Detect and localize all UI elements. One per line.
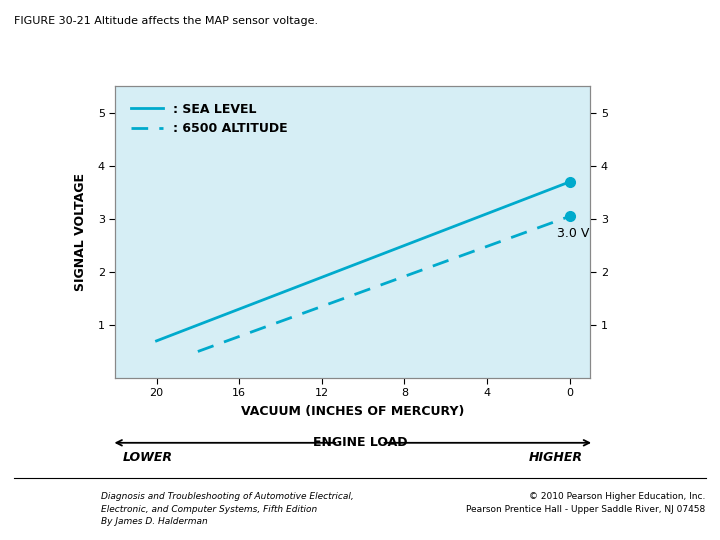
Legend: : SEA LEVEL, : 6500 ALTITUDE: : SEA LEVEL, : 6500 ALTITUDE (122, 93, 297, 145)
Text: © 2010 Pearson Higher Education, Inc.
Pearson Prentice Hall - Upper Saddle River: © 2010 Pearson Higher Education, Inc. Pe… (467, 492, 706, 514)
Text: HIGHER: HIGHER (529, 451, 583, 464)
Text: Diagnosis and Troubleshooting of Automotive Electrical,
Electronic, and Computer: Diagnosis and Troubleshooting of Automot… (101, 492, 354, 526)
Text: 3.0 V: 3.0 V (557, 227, 590, 240)
Text: ENGINE LOAD: ENGINE LOAD (312, 436, 408, 449)
Text: FIGURE 30-21 Altitude affects the MAP sensor voltage.: FIGURE 30-21 Altitude affects the MAP se… (14, 16, 318, 26)
Text: LOWER: LOWER (122, 451, 172, 464)
X-axis label: VACUUM (INCHES OF MERCURY): VACUUM (INCHES OF MERCURY) (241, 406, 464, 419)
Text: PEARSON: PEARSON (26, 504, 75, 514)
Y-axis label: SIGNAL VOLTAGE: SIGNAL VOLTAGE (73, 173, 86, 291)
